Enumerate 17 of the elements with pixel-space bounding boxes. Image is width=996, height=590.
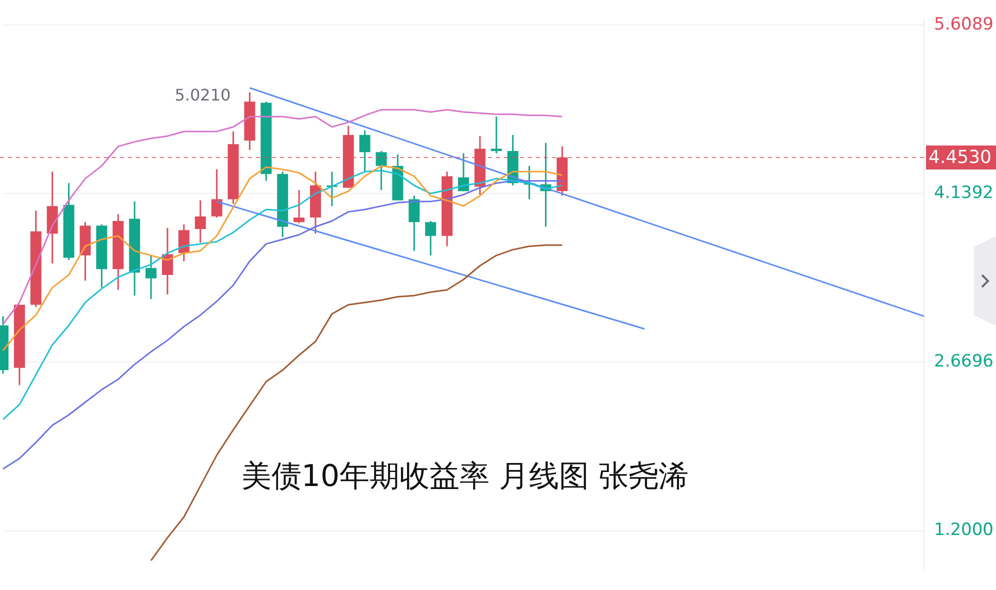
candlestick: [490, 116, 502, 154]
annotation: 美债10年期收益率 月线图 张尧浠: [241, 458, 689, 494]
candlestick: [408, 195, 420, 252]
candlestick: [178, 224, 190, 262]
candlestick: [194, 200, 206, 244]
y-tick-label: 2.6696: [934, 352, 994, 372]
candlestick: [425, 220, 436, 256]
candlestick: [146, 254, 157, 300]
y-tick-label: 4.1392: [934, 182, 994, 203]
candlestick: [359, 130, 370, 172]
ref-line-label: 4.4530: [928, 147, 992, 168]
candlestick: [294, 189, 305, 224]
candlestick: [211, 168, 222, 218]
annotation: 5.0210: [174, 86, 231, 105]
y-tick-label: 1.2000: [934, 520, 994, 540]
y-tick-label: 5.6089: [934, 14, 994, 34]
candlestick: [376, 150, 387, 191]
